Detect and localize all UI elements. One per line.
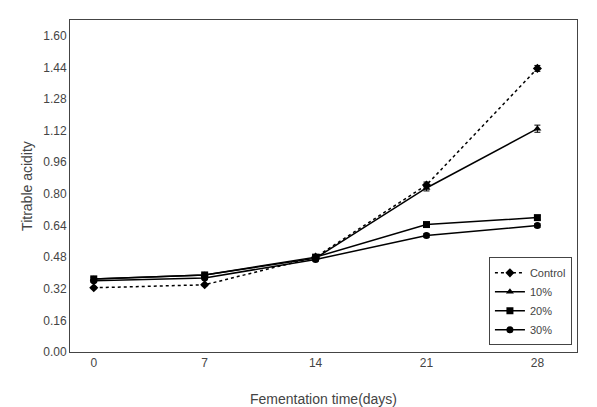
svg-text:1.12: 1.12 [43, 124, 67, 138]
svg-text:1.60: 1.60 [43, 29, 67, 43]
svg-text:0: 0 [90, 356, 97, 370]
svg-text:7: 7 [201, 356, 208, 370]
svg-text:30%: 30% [530, 324, 552, 336]
svg-text:21: 21 [420, 356, 434, 370]
svg-text:20%: 20% [530, 305, 552, 317]
svg-text:Fementation time(days): Fementation time(days) [250, 391, 397, 407]
svg-text:Control: Control [530, 267, 565, 279]
svg-text:1.44: 1.44 [43, 61, 67, 75]
svg-text:0.16: 0.16 [43, 314, 67, 328]
svg-text:28: 28 [531, 356, 545, 370]
svg-text:14: 14 [309, 356, 323, 370]
svg-text:0.96: 0.96 [43, 155, 67, 169]
svg-text:0.64: 0.64 [43, 219, 67, 233]
svg-text:0.32: 0.32 [43, 282, 67, 296]
svg-text:0.80: 0.80 [43, 187, 67, 201]
svg-text:0.00: 0.00 [43, 345, 67, 359]
svg-text:0.48: 0.48 [43, 250, 67, 264]
svg-text:1.28: 1.28 [43, 92, 67, 106]
svg-text:10%: 10% [530, 286, 552, 298]
svg-text:Titrable acidity: Titrable acidity [19, 141, 35, 231]
